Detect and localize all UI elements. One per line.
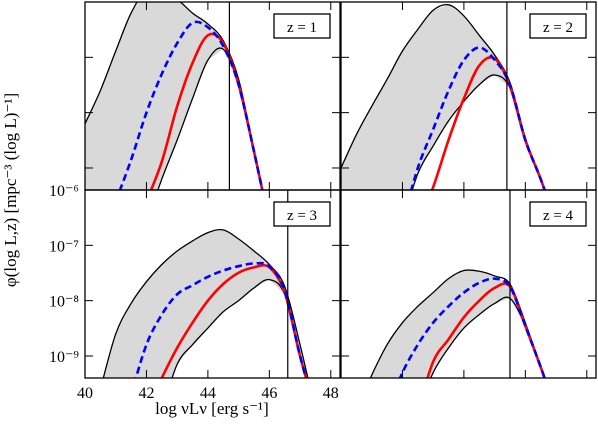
y-tick-label: 10⁻⁷ xyxy=(49,238,79,255)
annotation-box xyxy=(273,13,331,39)
annotation: z = 3 xyxy=(287,208,317,224)
x-tick-label: 42 xyxy=(138,385,154,402)
annotation-box xyxy=(529,201,587,227)
plot-area xyxy=(341,2,546,190)
series-line xyxy=(85,2,263,190)
y-tick-label: 10⁻⁹ xyxy=(49,349,79,366)
plot-area xyxy=(102,190,309,378)
panel: 40 42 44 46 48 10⁻⁹ 10⁻⁸ 10⁻⁷ 10⁻⁶ z = 3 xyxy=(49,183,341,402)
series-line xyxy=(118,20,264,190)
shaded-band xyxy=(370,270,545,378)
panel-frame xyxy=(84,189,341,379)
annotation: z = 4 xyxy=(543,208,574,224)
x-tick-label: 46 xyxy=(261,385,277,402)
annotation-box xyxy=(529,13,587,39)
annotation-box xyxy=(273,201,331,227)
series-line xyxy=(398,277,546,378)
x-axis-label: log νLν [erg s⁻¹] xyxy=(155,399,269,418)
x-tick-label: 48 xyxy=(323,385,339,402)
series-line xyxy=(102,228,309,378)
shaded-band xyxy=(341,4,545,190)
panel-frame xyxy=(340,189,597,379)
x-tick-label: 44 xyxy=(200,385,216,402)
annotation: z = 1 xyxy=(287,20,317,36)
y-tick-label: 10⁻⁸ xyxy=(49,294,79,311)
x-tick-label: 40 xyxy=(77,385,93,402)
annotation: z = 2 xyxy=(543,20,573,36)
y-axis-label: φ(log L,z) [mpc⁻³ (log L)⁻¹] xyxy=(1,93,20,287)
plot-area xyxy=(369,190,546,378)
panel: z = 4 xyxy=(340,189,597,379)
plot-area xyxy=(85,2,264,190)
y-tick-label: 10⁻⁶ xyxy=(49,183,79,200)
